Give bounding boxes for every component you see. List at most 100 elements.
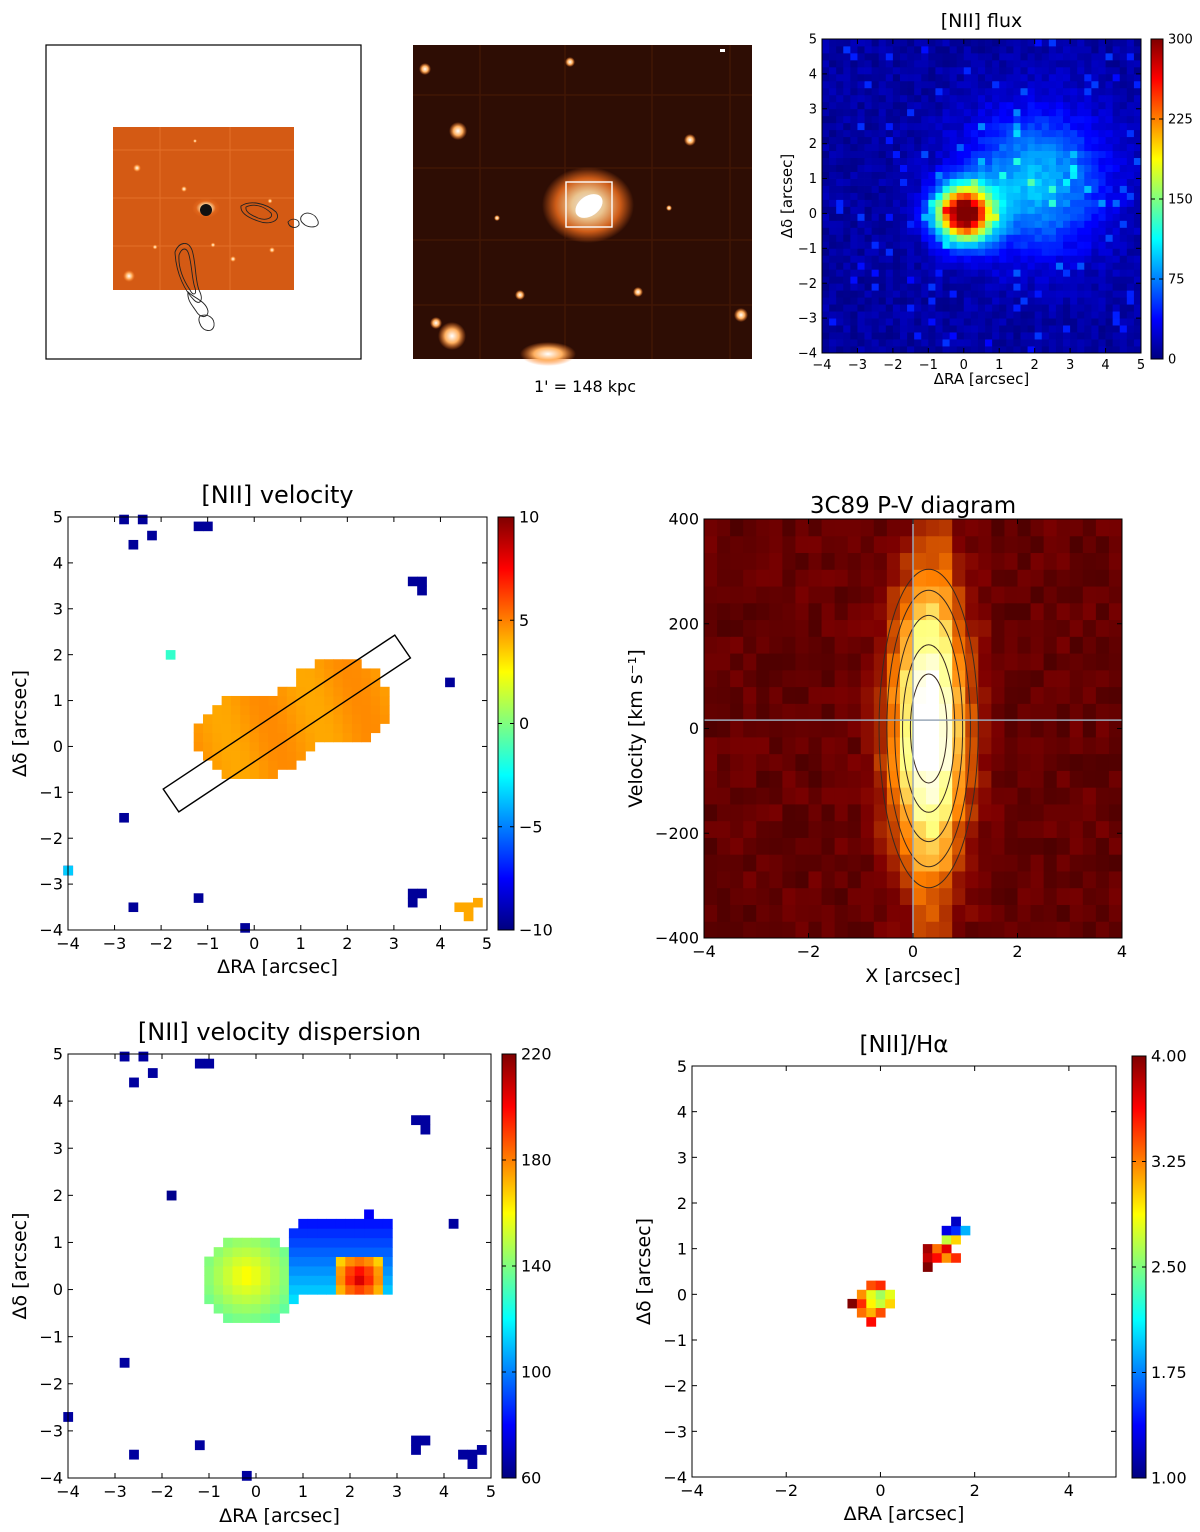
heatmap-cell (1013, 227, 1021, 235)
heatmap-cell (892, 185, 901, 193)
heatmap-cell (914, 108, 922, 117)
heatmap-cell (977, 332, 986, 340)
heatmap-cell (1020, 171, 1028, 179)
heatmap-cell (956, 297, 965, 305)
heatmap-cell (913, 787, 927, 805)
heatmap-cell (949, 178, 958, 186)
heatmap-cell (1056, 870, 1071, 889)
heatmap-cell (907, 241, 915, 249)
heatmap-cell (1013, 171, 1021, 179)
heatmap-cell (843, 178, 851, 186)
heatmap-cell (899, 122, 908, 131)
heatmap-cell (942, 143, 950, 152)
heatmap-cell (1013, 248, 1021, 256)
heatmap-cell (1013, 297, 1021, 305)
heatmap-cell (970, 87, 979, 96)
x-tick-label: −4 (56, 1482, 80, 1501)
heatmap-cell (935, 290, 943, 298)
heatmap-cell (373, 1266, 384, 1276)
heatmap-cell (821, 787, 836, 805)
heatmap-cell (928, 269, 936, 277)
heatmap-cell (963, 262, 972, 270)
heatmap-cell (935, 136, 943, 145)
heatmap-cell (769, 519, 783, 537)
heatmap-cell (829, 136, 837, 145)
heatmap-cell (992, 164, 1000, 172)
heatmap-cell (1048, 108, 1057, 117)
heatmap-cell (991, 686, 1005, 704)
heatmap-cell (240, 714, 250, 724)
heatmap-cell (991, 870, 1005, 889)
heatmap-cell (1020, 136, 1028, 145)
heatmap-cell (942, 87, 950, 96)
heatmap-cell (873, 653, 888, 671)
heatmap-cell (914, 45, 922, 54)
heatmap-cell (782, 569, 796, 587)
heatmap-cell (977, 157, 986, 165)
heatmap-cell (756, 669, 770, 688)
heatmap-cell (704, 636, 718, 654)
heatmap-cell (1063, 255, 1071, 263)
heatmap-cell (999, 157, 1007, 165)
heatmap-cell (1108, 653, 1123, 671)
x-tick-label: −4 (812, 358, 831, 373)
heatmap-cell (928, 171, 936, 179)
heatmap-cell (942, 346, 950, 354)
heatmap-cell (850, 346, 858, 354)
heatmap-cell (913, 669, 927, 688)
heatmap-cell (795, 854, 809, 872)
heatmap-cell (899, 227, 908, 235)
heatmap-cell (892, 269, 901, 277)
heatmap-cell (985, 213, 993, 221)
heatmap-cell (420, 1124, 431, 1135)
heatmap-cell (864, 248, 873, 256)
heatmap-cell (1105, 339, 1114, 347)
heatmap-cell (1077, 164, 1085, 172)
heatmap-cell (1030, 552, 1045, 570)
heatmap-cell (892, 346, 901, 354)
heatmap-cell (1133, 276, 1142, 284)
heatmap-cell (342, 732, 353, 743)
heatmap-cell (212, 741, 223, 752)
heatmap-cell (364, 1218, 374, 1229)
heatmap-cell (1119, 346, 1128, 354)
heatmap-cell (977, 108, 986, 117)
heatmap-cell (1105, 164, 1114, 172)
heatmap-cell (871, 311, 880, 319)
heatmap-cell (965, 904, 979, 922)
heatmap-cell (829, 234, 837, 242)
heatmap-cell (970, 241, 979, 249)
heatmap-cell (956, 346, 965, 354)
heatmap-cell (822, 325, 830, 333)
heatmap-cell (782, 686, 796, 704)
heatmap-cell (370, 677, 381, 688)
heatmap-cell (1084, 101, 1092, 110)
heatmap-cell (1091, 234, 1099, 242)
heatmap-cell (899, 73, 908, 82)
heatmap-cell (1013, 80, 1021, 89)
heatmap-cell (1119, 185, 1128, 193)
heatmap-cell (836, 59, 844, 68)
heatmap-cell (899, 129, 908, 138)
heatmap-cell (258, 769, 269, 779)
heatmap-cell (1048, 143, 1057, 152)
heatmap-cell (847, 770, 862, 788)
heatmap-cell (1048, 346, 1057, 354)
heatmap-cell (926, 803, 940, 822)
heatmap-cell (1004, 770, 1018, 788)
heatmap-cell (147, 530, 157, 541)
heatmap-cell (1043, 703, 1058, 721)
heatmap-cell (1017, 870, 1032, 889)
heatmap-cell (1069, 569, 1084, 587)
heatmap-cell (1020, 73, 1028, 82)
heatmap-cell (999, 248, 1007, 256)
heatmap-cell (834, 803, 849, 822)
heatmap-cell (342, 723, 353, 734)
heatmap-cell (836, 339, 844, 347)
heatmap-cell (829, 59, 837, 68)
heatmap-cell (1098, 39, 1106, 47)
heatmap-cell (949, 213, 958, 221)
heatmap-cell (1063, 80, 1071, 89)
heatmap-cell (907, 73, 915, 82)
heatmap-cell (194, 1440, 205, 1451)
